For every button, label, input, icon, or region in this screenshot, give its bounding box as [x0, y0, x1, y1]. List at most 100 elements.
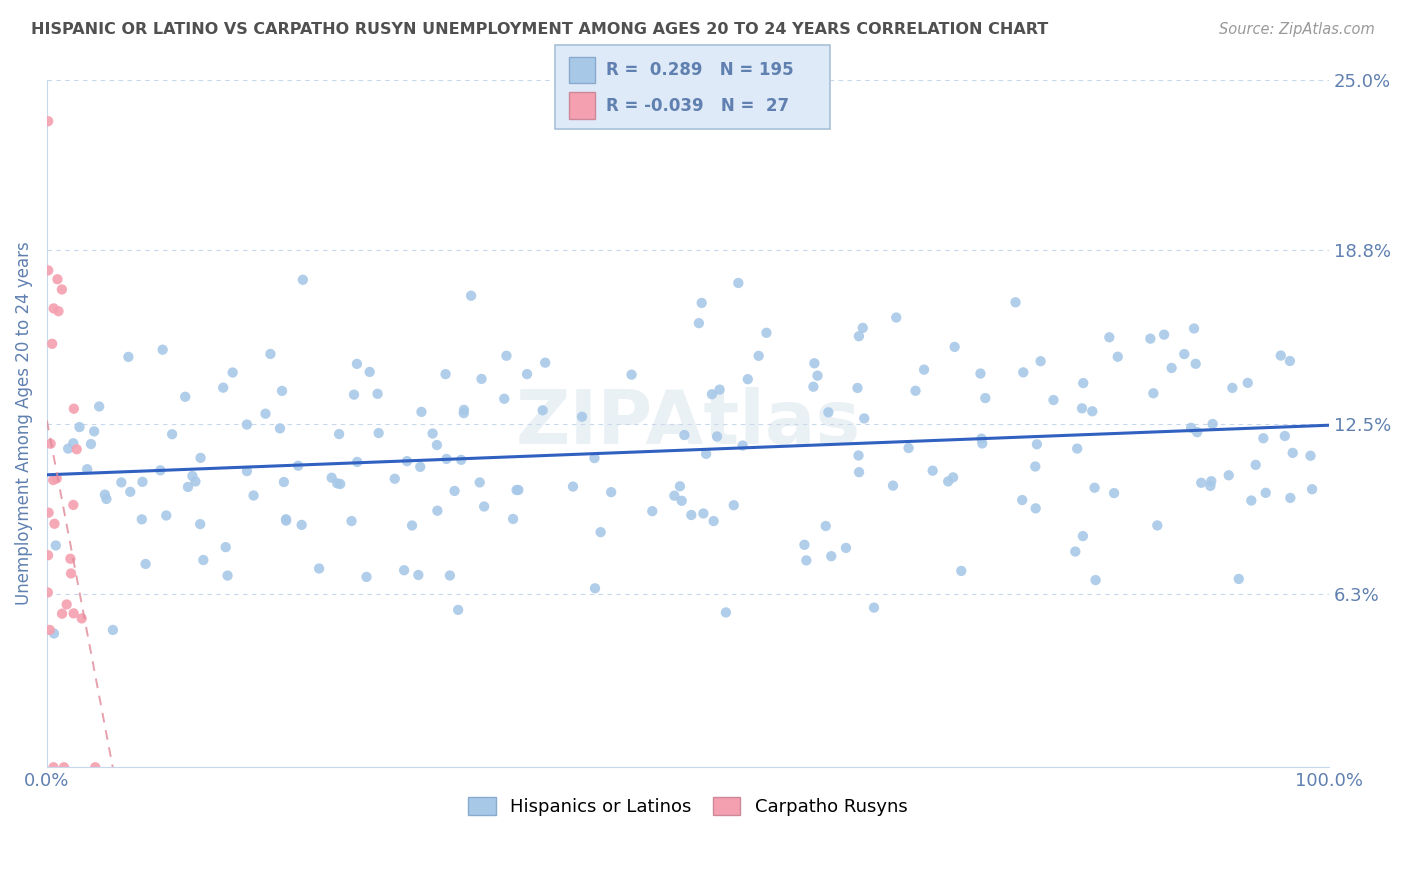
- Point: [447, 603, 470, 617]
- Point: [1199, 479, 1222, 493]
- Point: [494, 392, 516, 406]
- Point: [814, 519, 837, 533]
- Point: [1142, 386, 1164, 401]
- Point: [155, 508, 177, 523]
- Point: [149, 463, 172, 477]
- Point: [287, 458, 309, 473]
- Point: [1084, 573, 1107, 587]
- Point: [45, 538, 67, 552]
- Point: [1042, 392, 1064, 407]
- Point: [1274, 429, 1296, 443]
- Point: [152, 343, 174, 357]
- Point: [291, 517, 314, 532]
- Point: [70, 611, 93, 625]
- Point: [356, 570, 378, 584]
- Point: [495, 349, 517, 363]
- Point: [37, 263, 59, 277]
- Point: [273, 475, 295, 489]
- Point: [1184, 357, 1206, 371]
- Point: [411, 405, 433, 419]
- Point: [453, 406, 475, 420]
- Point: [1240, 493, 1263, 508]
- Point: [45, 471, 67, 485]
- Point: [714, 606, 737, 620]
- Point: [709, 383, 731, 397]
- Point: [1173, 347, 1195, 361]
- Point: [723, 498, 745, 512]
- Point: [181, 469, 204, 483]
- Point: [76, 462, 98, 476]
- Point: [1107, 350, 1129, 364]
- Point: [408, 568, 430, 582]
- Point: [1098, 330, 1121, 344]
- Point: [571, 409, 593, 424]
- Point: [470, 372, 492, 386]
- Point: [1083, 481, 1105, 495]
- Text: ZIPAtlas: ZIPAtlas: [516, 387, 860, 460]
- Text: Source: ZipAtlas.com: Source: ZipAtlas.com: [1219, 22, 1375, 37]
- Point: [468, 475, 491, 490]
- Point: [897, 441, 920, 455]
- Point: [688, 316, 710, 330]
- Point: [188, 517, 211, 532]
- Point: [96, 491, 118, 506]
- Point: [436, 452, 458, 467]
- Point: [221, 366, 243, 380]
- Point: [83, 425, 105, 439]
- Point: [562, 479, 585, 493]
- Point: [1102, 486, 1125, 500]
- Point: [56, 442, 79, 456]
- Point: [1025, 437, 1047, 451]
- Text: R =  0.289   N = 195: R = 0.289 N = 195: [606, 61, 793, 79]
- Point: [1011, 493, 1033, 508]
- Point: [308, 561, 330, 575]
- Point: [943, 340, 966, 354]
- Point: [620, 368, 643, 382]
- Point: [1071, 529, 1094, 543]
- Point: [921, 464, 943, 478]
- Point: [59, 551, 82, 566]
- Point: [1160, 361, 1182, 376]
- Point: [52, 760, 75, 774]
- Point: [848, 465, 870, 479]
- Point: [852, 321, 875, 335]
- Point: [51, 607, 73, 621]
- Point: [254, 407, 277, 421]
- Point: [695, 447, 717, 461]
- Point: [846, 381, 869, 395]
- Point: [89, 400, 111, 414]
- Point: [1066, 442, 1088, 456]
- Point: [1244, 458, 1267, 472]
- Point: [1081, 404, 1104, 418]
- Point: [453, 402, 475, 417]
- Point: [731, 438, 754, 452]
- Point: [853, 411, 876, 425]
- Point: [367, 425, 389, 440]
- Point: [1182, 321, 1205, 335]
- Point: [117, 350, 139, 364]
- Point: [1185, 425, 1208, 440]
- Point: [974, 391, 997, 405]
- Point: [703, 514, 725, 528]
- Point: [912, 362, 935, 376]
- Point: [101, 623, 124, 637]
- Point: [1254, 485, 1277, 500]
- Point: [392, 563, 415, 577]
- Point: [669, 479, 692, 493]
- Text: R = -0.039   N =  27: R = -0.039 N = 27: [606, 96, 789, 114]
- Point: [1189, 475, 1212, 490]
- Point: [1227, 572, 1250, 586]
- Point: [534, 356, 557, 370]
- Point: [1071, 401, 1094, 416]
- Point: [1064, 544, 1087, 558]
- Point: [793, 538, 815, 552]
- Point: [41, 336, 63, 351]
- Point: [359, 365, 381, 379]
- Point: [583, 451, 606, 466]
- Point: [62, 607, 84, 621]
- Point: [94, 488, 117, 502]
- Point: [755, 326, 778, 340]
- Point: [84, 760, 107, 774]
- Point: [66, 442, 89, 457]
- Point: [326, 476, 349, 491]
